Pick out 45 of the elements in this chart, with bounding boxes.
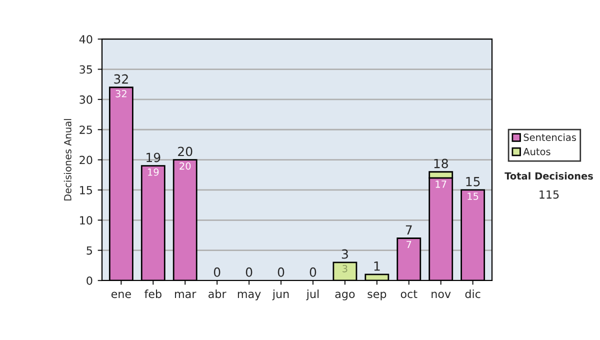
y-tick-label: 35 [80, 65, 92, 74]
x-tick-label: sep [368, 292, 386, 300]
total-label: 18 [434, 158, 448, 168]
x-tick-label: oct [400, 290, 418, 298]
y-tick-label: 15 [80, 186, 92, 194]
x-tick-label: ago [335, 292, 355, 300]
x-tick-label: dic [465, 290, 480, 298]
x-tick-label: mar [175, 292, 196, 298]
total-label: 3 [342, 249, 348, 259]
data-label: 20 [180, 162, 191, 170]
total-label: 15 [466, 177, 480, 186]
x-tick-label: feb [144, 290, 162, 298]
total-label: 1 [374, 262, 380, 271]
legend-label: Sentencias [524, 133, 576, 141]
total-label: 0 [278, 267, 284, 277]
data-label: 17 [436, 180, 446, 188]
total-label: 19 [146, 152, 160, 162]
y-tick-label: 0 [86, 276, 92, 285]
y-tick-label: 10 [80, 216, 92, 225]
text: 115 [540, 190, 559, 199]
y-tick-label: 20 [80, 156, 92, 164]
y-tick-label: 25 [80, 126, 92, 134]
y-axis-title: Decisiones Anual [64, 119, 72, 200]
y-tick-label: 40 [79, 35, 92, 44]
total-label: 7 [406, 225, 412, 234]
data-label: 32 [116, 90, 126, 98]
total-label: 0 [246, 267, 252, 277]
x-tick-label: jun [272, 290, 289, 300]
x-tick-label: may [238, 292, 261, 300]
x-tick-label: ene [111, 292, 131, 298]
total-label: 0 [310, 267, 316, 277]
data-label: 3 [342, 264, 348, 272]
total-label: 32 [114, 74, 128, 84]
x-tick-label: nov [432, 292, 451, 298]
y-tick-label: 5 [86, 246, 92, 255]
x-tick-label: abr [208, 290, 226, 298]
legend-label: Autos [523, 148, 550, 156]
x-tick-label: jul [306, 290, 319, 300]
y-tick-label: 30 [80, 95, 92, 104]
data-label: 19 [148, 168, 159, 176]
text: Total Decisiones [504, 172, 593, 180]
data-label: 15 [468, 192, 478, 200]
total-label: 0 [214, 267, 220, 277]
data-label: 7 [406, 240, 412, 248]
total-label: 20 [178, 146, 192, 156]
